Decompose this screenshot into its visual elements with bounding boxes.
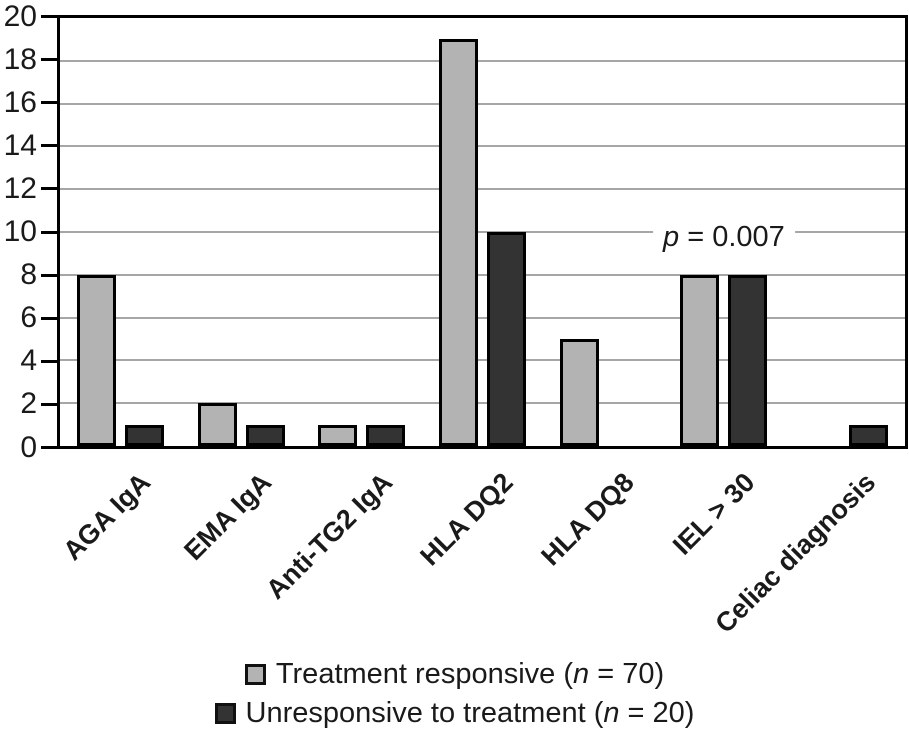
y-tick-mark: [41, 359, 57, 363]
plot-area: p = 0.007: [57, 15, 908, 449]
bar-series-0-3: [439, 39, 478, 446]
y-tick-label: 8: [20, 258, 37, 292]
bar-series-1-1: [246, 425, 285, 446]
legend-swatch-light: [244, 663, 266, 685]
bar-series-0-0: [77, 275, 116, 446]
y-tick-label: 18: [3, 42, 37, 76]
bar-series-1-0: [125, 425, 164, 446]
y-tick-label: 2: [20, 387, 37, 421]
y-tick-mark: [41, 273, 57, 277]
y-tick-label: 0: [20, 430, 37, 464]
bar-series-1-2: [366, 425, 405, 446]
p-value-annotation: p = 0.007: [653, 221, 795, 253]
y-tick-label: 10: [3, 215, 37, 248]
p-value-italic: p: [663, 221, 680, 253]
y-tick-label: 20: [3, 0, 37, 33]
gridline: [60, 402, 905, 405]
x-axis-label: IEL > 30: [666, 467, 761, 561]
legend: Treatment responsive (n = 70) Unresponsi…: [0, 657, 909, 730]
y-tick-label: 14: [3, 128, 37, 162]
bar-series-0-4: [560, 339, 599, 446]
gridline: [60, 188, 905, 191]
gridline: [60, 359, 905, 362]
y-tick-mark: [41, 58, 57, 62]
y-tick-label: 16: [3, 85, 37, 119]
y-tick-mark: [41, 144, 57, 148]
gridline: [60, 59, 905, 62]
y-tick-mark: [41, 101, 57, 105]
y-tick-mark: [41, 230, 57, 234]
gridline: [60, 273, 905, 276]
legend-label: Unresponsive to treatment (n = 20): [245, 697, 695, 729]
bar-series-1-6: [849, 425, 888, 446]
gridline: [60, 102, 905, 105]
legend-item-treatment-responsive: Treatment responsive (n = 70): [244, 657, 665, 691]
legend-swatch-dark: [214, 702, 236, 724]
legend-item-unresponsive: Unresponsive to treatment (n = 20): [214, 696, 695, 730]
y-tick-label: 6: [20, 301, 37, 335]
bar-series-0-1: [198, 403, 237, 446]
y-tick-mark: [41, 316, 57, 320]
bar-series-1-5: [728, 275, 767, 446]
gridline: [60, 231, 905, 233]
x-axis-label: EMA IgA: [178, 467, 278, 566]
y-tick-label: 4: [20, 344, 37, 378]
x-axis-label: HLA DQ8: [535, 467, 640, 572]
y-tick-label: 12: [3, 171, 37, 205]
bar-series-0-5: [680, 275, 719, 446]
bar-series-1-3: [487, 232, 526, 446]
p-value-text: = 0.007: [679, 221, 785, 253]
y-tick-mark: [41, 402, 57, 406]
legend-label: Treatment responsive (n = 70): [275, 658, 665, 690]
gridline: [60, 145, 905, 148]
y-tick-mark: [41, 187, 57, 191]
y-tick-mark: [41, 446, 57, 449]
bar-series-0-2: [318, 425, 357, 446]
x-axis-label: AGA IgA: [57, 467, 157, 566]
y-tick-mark: [41, 15, 57, 18]
x-axis-label: HLA DQ2: [414, 467, 519, 572]
gridline: [60, 316, 905, 319]
x-axis-label: Anti-TG2 IgA: [260, 467, 399, 605]
